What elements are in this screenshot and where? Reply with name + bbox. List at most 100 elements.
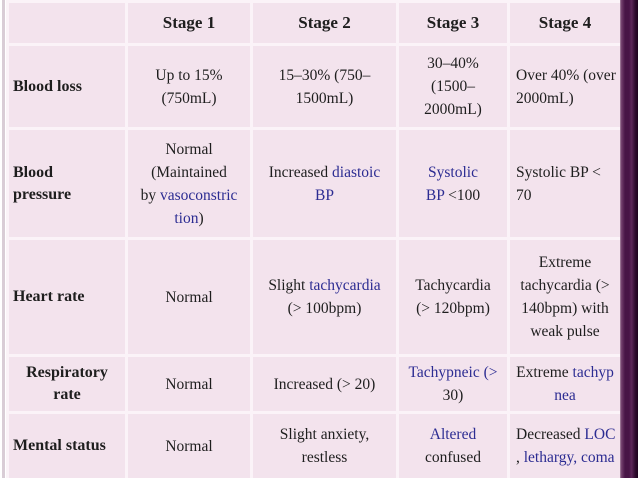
text-segment: tachycardia (> (520, 277, 610, 294)
highlighted-term: tion (174, 209, 199, 227)
cell-line: 140bpm) with (514, 297, 616, 320)
row-label-blood-loss: Blood loss (6, 43, 128, 130)
cell-line: (750mL) (132, 87, 246, 110)
cell-line: confused (403, 446, 503, 469)
highlighted-term: Systolic (428, 163, 478, 181)
row-label-blood-pressure: Blood pressure (6, 127, 128, 240)
cell-heart-rate-stage-1: Normal (125, 237, 253, 357)
text-segment: 2000mL) (424, 101, 482, 118)
cell-line: 1500mL) (257, 87, 392, 110)
row-label-respiratory-rate: Respiratory rate (6, 354, 128, 414)
text-segment: Extreme (516, 364, 573, 381)
text-segment: 30) (442, 387, 464, 404)
text-segment: by (140, 186, 160, 204)
text-segment: Normal (165, 437, 213, 455)
text-segment: Decreased (516, 426, 585, 443)
cell-line: Normal (132, 138, 246, 161)
cell-mental-status-stage-1: Normal (125, 411, 253, 478)
left-edge-strip (2, 0, 5, 478)
text-segment: Normal (165, 140, 213, 158)
header-cell-stage-3: Stage 3 (396, 0, 510, 46)
cell-line: BP <100 (403, 184, 503, 207)
highlighted-term: diastoic (332, 163, 381, 181)
text-segment: 2000mL) (516, 89, 574, 107)
cell-line: Over 40% (over (516, 64, 616, 87)
cell-line: weak pulse (514, 320, 616, 343)
highlighted-term: Altered (429, 426, 477, 443)
highlighted-term: BP (425, 186, 449, 204)
cell-respiratory-rate-stage-3: Tachypneic (> 30) (396, 354, 510, 414)
row-label-heart-rate: Heart rate (6, 237, 128, 357)
cell-line: Normal (132, 435, 246, 458)
highlighted-term: vasoconstric (159, 186, 238, 204)
text-segment: Tachycardia (415, 277, 491, 294)
cell-line: 30–40% (403, 52, 503, 75)
cell-line: , lethargy, coma (516, 446, 616, 469)
cell-line: Systolic BP < (516, 161, 616, 184)
cell-blood-pressure-stage-2: Increased diastoic BP (250, 127, 399, 240)
header-row: Stage 1 Stage 2 Stage 3 Stage 4 (6, 0, 623, 46)
text-segment: Increased (268, 163, 333, 181)
text-segment: 140bpm) with (521, 300, 609, 317)
highlighted-term: BP (315, 186, 334, 204)
highlighted-term: lethargy, coma (523, 449, 615, 466)
cell-line: (> 100bpm) (257, 297, 392, 320)
header-cell-stage-1: Stage 1 (125, 0, 253, 46)
shock-stages-table: Stage 1 Stage 2 Stage 3 Stage 4 Blood loss U… (6, 0, 623, 478)
cell-respiratory-rate-stage-4: Extreme tachyp nea (507, 354, 623, 414)
cell-line: Tachypneic (> (403, 361, 503, 384)
cell-respiratory-rate-stage-1: Normal (125, 354, 253, 414)
highlighted-term: tachycardia (309, 277, 381, 294)
cell-line: Increased (> 20) (257, 373, 392, 396)
highlighted-term: tachyp (572, 364, 614, 381)
label-line: Blood (13, 163, 54, 181)
right-purple-stripe (620, 0, 638, 478)
header-cell-empty (6, 0, 128, 46)
text-segment: (> 120bpm) (416, 300, 490, 317)
cell-heart-rate-stage-3: Tachycardia (> 120bpm) (396, 237, 510, 357)
label-line: Blood loss (13, 77, 82, 95)
cell-line: (> 120bpm) (403, 297, 503, 320)
cell-line: (1500– (403, 75, 503, 98)
cell-line: Normal (132, 373, 246, 396)
text-segment: restless (301, 449, 348, 466)
text-segment: Normal (165, 375, 213, 393)
header-cell-stage-4: Stage 4 (507, 0, 623, 46)
cell-blood-pressure-stage-1: Normal (Maintained by vasoconstric tion) (125, 127, 253, 240)
cell-heart-rate-stage-4: Extreme tachycardia (> 140bpm) with weak pu… (507, 237, 623, 357)
table-body: Blood loss Up to 15% (750mL) 15–30% (750– 15… (6, 43, 623, 478)
text-segment: Slight (268, 277, 310, 294)
cell-line: 15–30% (750– (257, 64, 392, 87)
text-segment: (1500– (431, 78, 475, 95)
table-row-mental-status: Mental status Normal Slight anxiety, restle… (6, 411, 623, 478)
cell-line: 70 (516, 184, 616, 207)
highlighted-term: LOC (584, 426, 616, 443)
text-segment: (Maintained (151, 163, 227, 181)
text-segment: 70 (516, 186, 532, 204)
row-label-mental-status: Mental status (6, 411, 128, 478)
text-segment: Over 40% (over (516, 66, 616, 84)
text-segment: Up to 15% (155, 66, 223, 84)
cell-line: Altered (403, 423, 503, 446)
cell-blood-loss-stage-4: Over 40% (over 2000mL) (507, 43, 623, 130)
cell-line: by vasoconstric (132, 184, 246, 207)
cell-line: Increased diastoic (257, 161, 392, 184)
text-segment: Normal (165, 288, 213, 306)
cell-line: tion) (132, 207, 246, 230)
text-segment: Increased (> 20) (273, 375, 376, 393)
label-line: pressure (13, 185, 72, 203)
cell-line: Up to 15% (132, 64, 246, 87)
cell-blood-loss-stage-1: Up to 15% (750mL) (125, 43, 253, 130)
text-segment: 1500mL) (295, 89, 354, 107)
text-segment: weak pulse (530, 323, 600, 340)
text-segment: <100 (448, 186, 481, 204)
cell-line: Slight anxiety, (257, 423, 392, 446)
cell-blood-loss-stage-3: 30–40% (1500– 2000mL) (396, 43, 510, 130)
text-segment: ) (198, 209, 204, 227)
text-segment: 30–40% (427, 55, 479, 72)
cell-line: tachycardia (> (514, 274, 616, 297)
text-segment: (> 100bpm) (287, 300, 362, 317)
text-segment: confused (425, 449, 481, 466)
table-row-blood-pressure: Blood pressure Normal (Maintained by vasocon… (6, 127, 623, 240)
